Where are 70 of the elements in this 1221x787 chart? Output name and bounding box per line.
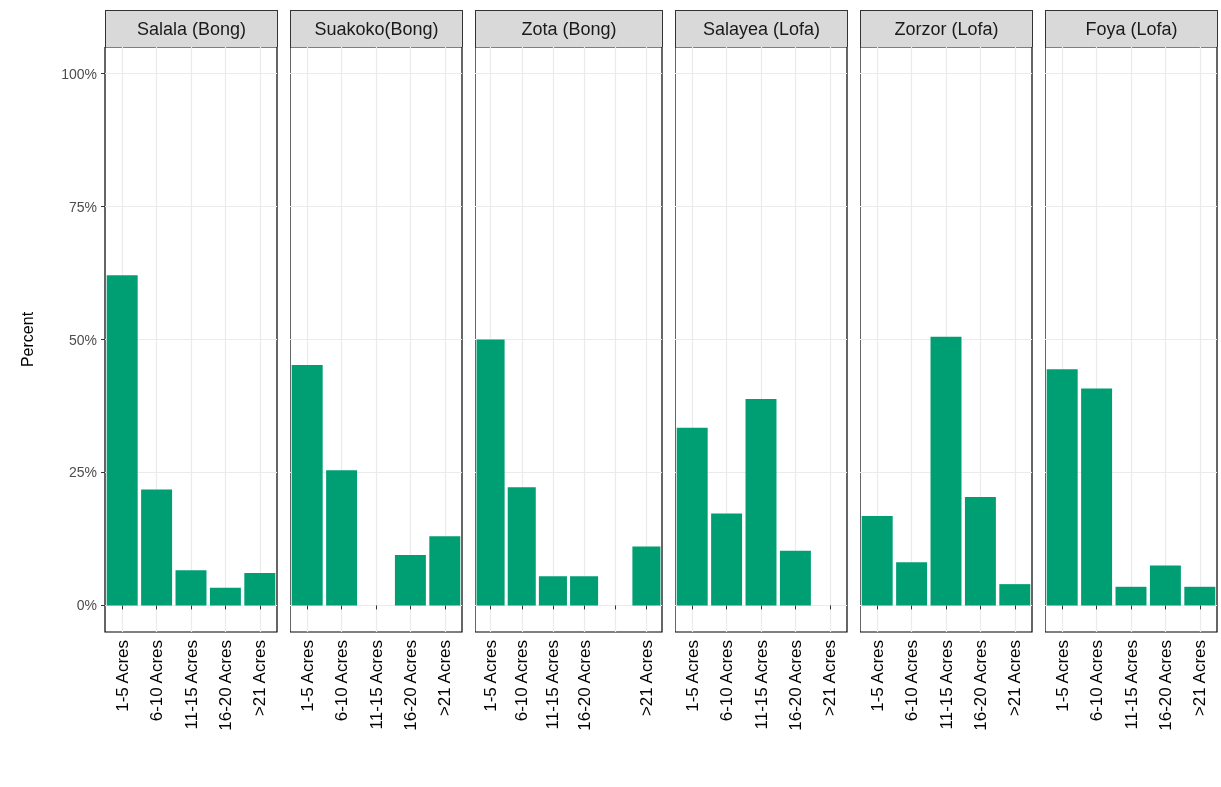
bar	[1149, 565, 1181, 606]
y-tick-label: 50%	[68, 331, 97, 348]
chart-title: Suakoko(Bong)	[290, 10, 463, 47]
bar	[861, 516, 893, 606]
x-tick-label: 6-10 Acres	[1087, 640, 1107, 722]
y-tick-label: 0%	[76, 597, 97, 614]
x-tick-label: 11-15 Acres	[181, 640, 201, 730]
bar	[106, 275, 138, 606]
chart-title: Zota (Bong)	[475, 10, 663, 47]
x-tick-label: 1-5 Acres	[867, 640, 887, 712]
bar	[1115, 586, 1147, 606]
bar	[711, 513, 743, 606]
x-tick-label: 6-10 Acres	[902, 640, 922, 722]
x-tick-label: 11-15 Acres	[366, 640, 386, 730]
chart-title: Zorzor (Lofa)	[860, 10, 1033, 47]
bar	[745, 399, 777, 606]
x-tick-label: >21 Acres	[435, 640, 455, 717]
bar	[676, 427, 708, 606]
bar	[930, 336, 962, 606]
x-tick-label: 1-5 Acres	[481, 640, 501, 712]
x-tick-label: 6-10 Acres	[512, 640, 532, 722]
bar	[964, 496, 996, 606]
bar	[394, 554, 426, 606]
y-tick-label: 75%	[68, 198, 97, 215]
x-tick-label: 1-5 Acres	[297, 640, 317, 712]
x-tick-label: 11-15 Acres	[543, 640, 563, 730]
y-tick-label: 100%	[61, 65, 97, 82]
bar	[175, 570, 207, 606]
x-tick-label: 16-20 Acres	[574, 640, 594, 731]
chart-title: Salayea (Lofa)	[675, 10, 848, 47]
x-tick-label: 16-20 Acres	[215, 640, 235, 731]
x-tick-label: 6-10 Acres	[147, 640, 167, 722]
x-tick-label: 11-15 Acres	[936, 640, 956, 730]
y-tick-label: 25%	[68, 464, 97, 481]
bar	[999, 584, 1031, 606]
x-tick-label: 6-10 Acres	[717, 640, 737, 722]
bar	[507, 487, 536, 606]
x-tick-label: 11-15 Acres	[1121, 640, 1141, 730]
x-tick-label: 16-20 Acres	[400, 640, 420, 731]
x-tick-label: 1-5 Acres	[1052, 640, 1072, 712]
bar	[570, 576, 599, 606]
x-tick-label: 1-5 Acres	[682, 640, 702, 712]
bar	[209, 587, 241, 606]
bar	[1081, 388, 1113, 606]
x-tick-label: 16-20 Acres	[1155, 640, 1175, 731]
bar	[141, 489, 173, 606]
x-tick-label: 6-10 Acres	[332, 640, 352, 722]
y-axis-title: Percent	[18, 311, 36, 368]
bar	[429, 536, 461, 606]
bar	[1184, 586, 1216, 606]
x-tick-label: 11-15 Acres	[751, 640, 771, 730]
bar	[896, 562, 928, 606]
x-tick-label: >21 Acres	[820, 640, 840, 717]
bar	[538, 576, 567, 606]
bar	[476, 339, 505, 606]
bar	[291, 365, 323, 606]
bar	[1046, 369, 1078, 606]
bar	[632, 546, 661, 606]
bar	[326, 470, 358, 606]
chart-title: Salala (Bong)	[105, 10, 278, 47]
x-tick-label: >21 Acres	[1005, 640, 1025, 717]
x-tick-label: >21 Acres	[636, 640, 656, 717]
x-tick-label: >21 Acres	[1190, 640, 1210, 717]
x-tick-label: >21 Acres	[250, 640, 270, 717]
x-tick-label: 16-20 Acres	[785, 640, 805, 731]
bar	[244, 572, 276, 606]
x-tick-label: 1-5 Acres	[112, 640, 132, 712]
chart-title: Foya (Lofa)	[1045, 10, 1218, 47]
bar	[779, 550, 811, 606]
x-tick-label: 16-20 Acres	[970, 640, 990, 731]
